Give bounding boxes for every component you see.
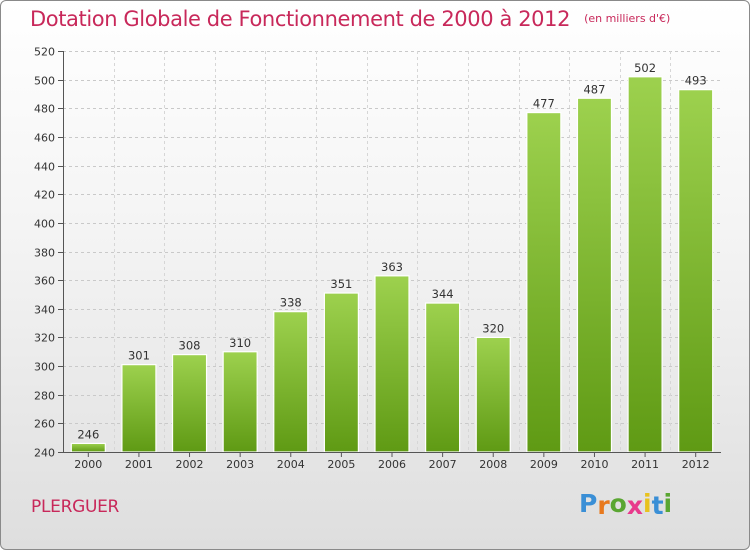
bar-2007 [425,302,461,453]
y-tick-label: 480 [34,103,55,116]
x-tick-label: 2003 [226,458,254,471]
logo-letter: i [643,489,652,518]
x-tick-label: 2001 [125,458,153,471]
y-tick-label: 360 [34,275,55,288]
x-tick-label: 2007 [429,458,457,471]
logo-letter: r [597,491,610,520]
bar-2010 [576,97,613,453]
bar-2001 [121,364,157,453]
bar-2003 [222,351,258,453]
y-tick-label: 320 [34,332,55,345]
x-tick-label: 2000 [74,458,102,471]
value-label: 477 [533,97,555,111]
proxiti-logo: Proxiti [579,489,673,520]
x-tick-label: 2012 [682,458,710,471]
y-tick-label: 340 [34,304,55,317]
value-label: 363 [381,260,403,274]
y-tick-label: 520 [34,46,55,59]
logo-letter: i [663,489,673,518]
chart-title: Dotation Globale de Fonctionnement de 20… [30,7,670,31]
chart-title-text: Dotation Globale de Fonctionnement de 20… [30,7,571,31]
commune-name: PLERGUER [31,497,120,517]
value-label: 502 [634,61,656,75]
bars-group [70,76,714,453]
y-tick-label: 260 [34,418,55,431]
x-tick-label: 2008 [479,458,507,471]
value-label: 487 [583,82,605,96]
bar-2004 [273,311,309,453]
bar-2006 [374,275,410,453]
y-tick-label: 460 [34,132,55,145]
bar-2011 [627,76,663,453]
x-tick-label: 2009 [530,458,558,471]
value-label: 338 [280,296,302,310]
y-tick-label: 400 [34,218,55,231]
axes-group [58,51,721,457]
labels-group: 240 260 280 300 320 340 360 380 400 420 440 460 480 5… [34,46,710,472]
x-tick-label: 2006 [378,458,406,471]
bar-2005 [323,292,359,453]
value-label: 344 [432,287,454,301]
value-label: 246 [77,427,99,441]
x-tick-label: 2004 [277,458,305,471]
bar-2008 [475,336,511,453]
bar-2012 [678,89,714,453]
x-tick-label: 2005 [327,458,355,471]
x-tick-label: 2010 [580,458,608,471]
logo-letter: t [651,491,664,520]
logo-letter: x [626,491,643,520]
y-tick-label: 420 [34,189,55,202]
bar-2009 [526,111,562,453]
value-label: 310 [229,336,251,350]
value-label: 493 [685,74,707,88]
bar-2002 [171,354,208,453]
value-label: 351 [330,277,352,291]
y-tick-label: 380 [34,247,55,260]
x-tick-label: 2011 [631,458,659,471]
logo-letter: o [609,489,627,518]
bar-2000 [70,442,106,453]
logo-letter: P [579,489,598,518]
y-tick-label: 440 [34,161,55,174]
y-tick-label: 300 [34,361,55,374]
y-tick-label: 240 [34,447,55,460]
y-tick-label: 500 [34,75,55,88]
value-label: 320 [482,321,504,335]
x-tick-label: 2002 [176,458,204,471]
chart-unit-text: (en milliers d'€) [584,12,671,25]
value-label: 301 [128,349,150,363]
value-label: 308 [179,339,201,353]
y-tick-label: 280 [34,390,55,403]
